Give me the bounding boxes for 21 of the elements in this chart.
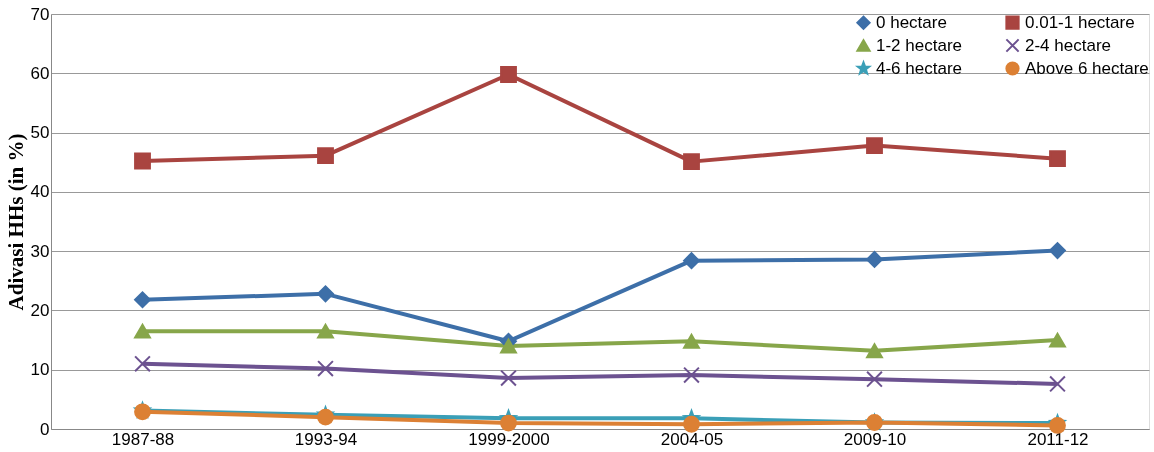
x-tick-label: 1993-94 bbox=[294, 429, 358, 449]
x-tick-label: 2004-05 bbox=[660, 429, 724, 449]
legend-label: 0 hectare bbox=[876, 12, 947, 32]
x-tick-label: 1999-2000 bbox=[468, 429, 550, 449]
y-tick-label: 20 bbox=[30, 300, 50, 320]
legend-label: 1-2 hectare bbox=[876, 35, 962, 55]
legend-label: 4-6 hectare bbox=[876, 58, 962, 78]
legend-label: 2-4 hectare bbox=[1025, 35, 1111, 55]
y-tick-label: 70 bbox=[30, 4, 50, 24]
y-tick-label: 10 bbox=[30, 360, 50, 380]
y-tick-label: 40 bbox=[30, 182, 50, 202]
x-tick-label: 2011-12 bbox=[1027, 429, 1089, 449]
legend-label: 0.01-1 hectare bbox=[1025, 12, 1135, 32]
y-tick-label: 60 bbox=[30, 63, 50, 83]
x-tick-label: 1987-88 bbox=[111, 429, 175, 449]
x-tick-label: 2009-10 bbox=[843, 429, 907, 449]
y-axis-title: Adivasi HHs (in %) bbox=[3, 133, 28, 311]
y-tick-label: 0 bbox=[40, 419, 50, 439]
y-tick-label: 30 bbox=[30, 241, 50, 261]
y-tick-label: 50 bbox=[30, 123, 50, 143]
legend-label: Above 6 hectare bbox=[1025, 58, 1149, 78]
